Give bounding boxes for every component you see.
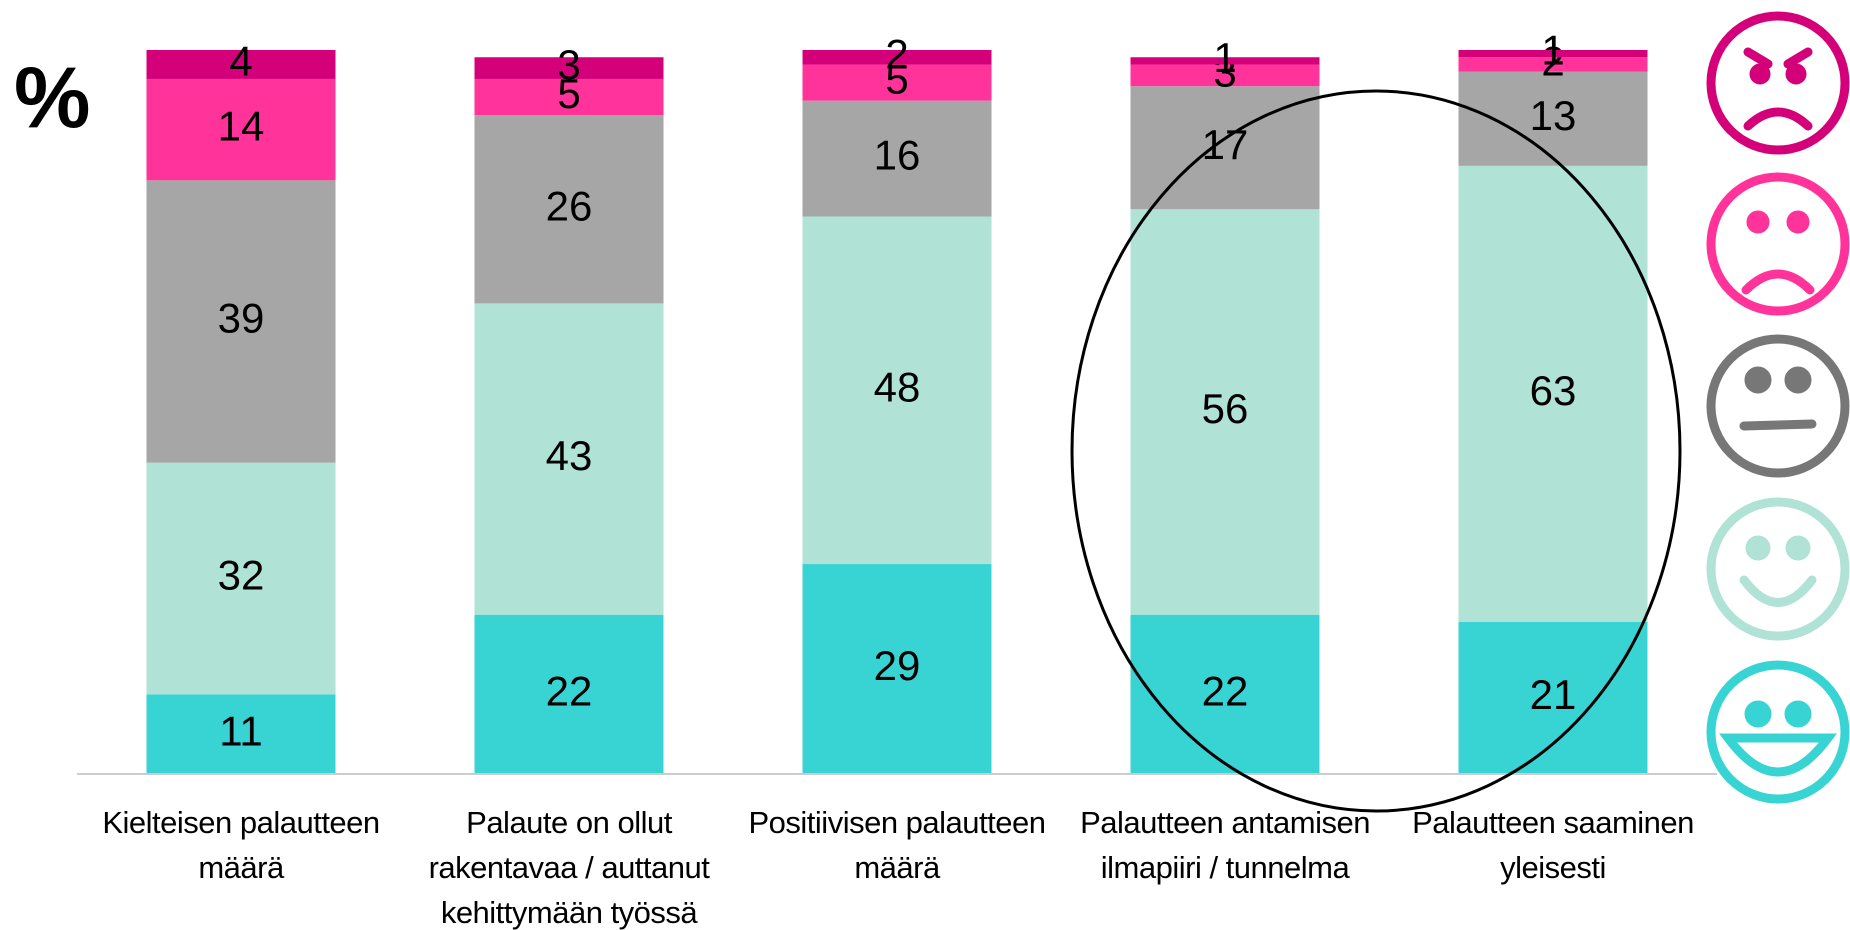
bar-segment [1458,50,1648,58]
bar-segment [474,78,664,116]
bar-segment [474,614,664,774]
bar-segment [802,50,992,65]
value-label: 14 [218,103,265,150]
value-label: 48 [874,363,921,410]
bar-segment [1130,614,1320,774]
bar-segment [1130,57,1320,65]
value-label: 3 [557,41,580,88]
value-label: 5 [885,56,908,103]
face-negative [1706,172,1850,316]
value-label: 1 [1541,27,1564,74]
bar-segment [474,303,664,615]
value-label: 1 [1213,34,1236,81]
value-label: 16 [874,132,921,179]
bar-segment [146,78,336,181]
face-neutral [1706,334,1850,478]
bar-segment [802,100,992,217]
bar-segment [802,564,992,774]
face-positive [1706,497,1850,641]
bar-segment [474,57,664,79]
value-label: 4 [229,38,252,85]
x-tick-label: Palautteen saaminen yleisesti [1412,805,1694,885]
value-label: 11 [219,707,263,754]
bar-segment [802,64,992,101]
value-label: 26 [546,182,593,229]
bar-segment [1458,165,1648,622]
value-label: 2 [885,30,908,77]
bar-segment [802,216,992,565]
x-tick-label: Palautteen antamisen ilmapiiri / tunnelm… [1080,805,1370,885]
value-label: 21 [1530,671,1577,718]
value-label: 22 [1202,667,1249,714]
bar-segment [1458,57,1648,72]
face-very-positive [1706,660,1850,804]
face-very-negative [1706,11,1850,155]
value-label: 5 [557,70,580,117]
highlight-ellipse [1070,89,1682,813]
bar-segment [146,462,336,695]
bar-segment [1458,621,1648,774]
bar-segment [474,115,664,304]
value-label: 63 [1530,367,1577,414]
x-tick-label: Kielteisen palautteen määrä [102,805,380,885]
value-label: 32 [218,552,265,599]
x-tick-label: Positiivisen palautteen määrä [748,805,1046,885]
bar-segment [1130,64,1320,87]
bar-segment [146,180,336,463]
value-label: 39 [218,295,265,342]
value-label: 22 [546,667,593,714]
value-label: 13 [1530,92,1577,139]
value-label: 56 [1202,385,1249,432]
bar-segment [1130,209,1320,615]
y-label: % [14,51,90,147]
value-label: 43 [546,432,593,479]
bars: 1132391442243265329481652225617312163132… [146,27,1648,774]
value-label: 29 [874,642,921,689]
x-tick-label: Palaute on ollut rakentavaa / auttanut k… [428,805,710,930]
bar-segment [146,694,336,774]
bar-segment [146,50,336,79]
smileys [1706,11,1850,804]
value-label: 2 [1541,38,1564,85]
